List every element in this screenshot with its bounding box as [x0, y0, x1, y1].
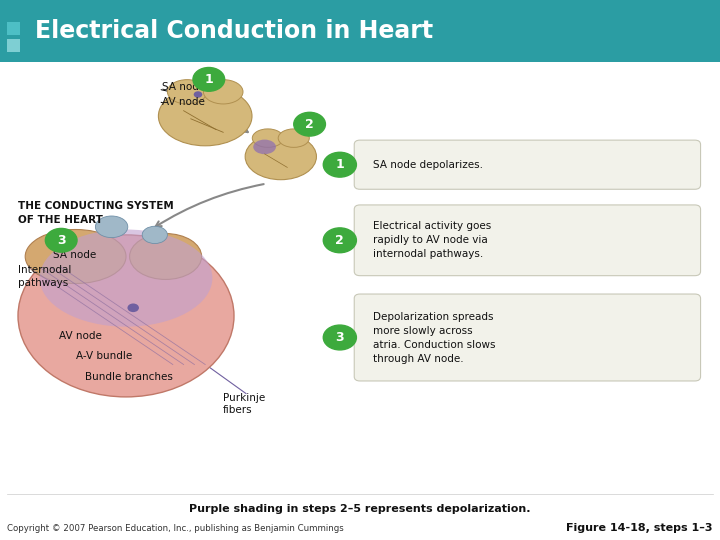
Text: 1: 1 — [204, 73, 213, 86]
Text: Purple shading in steps 2–5 represents depolarization.: Purple shading in steps 2–5 represents d… — [189, 504, 531, 514]
Text: Bundle branches: Bundle branches — [85, 372, 173, 382]
Ellipse shape — [252, 129, 284, 147]
Ellipse shape — [253, 139, 276, 154]
FancyBboxPatch shape — [354, 294, 701, 381]
Text: 2: 2 — [336, 234, 344, 247]
Bar — [0, 0, 720, 62]
FancyBboxPatch shape — [354, 140, 701, 190]
Text: 3: 3 — [336, 331, 344, 344]
Text: Electrical activity goes
rapidly to AV node via
internodal pathways.: Electrical activity goes rapidly to AV n… — [373, 221, 491, 259]
Ellipse shape — [40, 230, 212, 327]
Circle shape — [294, 112, 325, 136]
Ellipse shape — [203, 79, 243, 104]
Circle shape — [323, 325, 356, 350]
Circle shape — [323, 228, 356, 253]
Text: 3: 3 — [57, 234, 66, 247]
Ellipse shape — [167, 79, 207, 104]
Ellipse shape — [95, 216, 128, 238]
Text: Purkinje
fibers: Purkinje fibers — [223, 393, 266, 415]
Circle shape — [194, 91, 202, 98]
Ellipse shape — [278, 129, 310, 147]
Text: AV node: AV node — [59, 331, 102, 341]
Ellipse shape — [143, 226, 167, 244]
Text: SA node: SA node — [53, 251, 96, 260]
Text: 1: 1 — [336, 158, 344, 171]
Circle shape — [323, 152, 356, 177]
Text: Copyright © 2007 Pearson Education, Inc., publishing as Benjamin Cummings: Copyright © 2007 Pearson Education, Inc.… — [7, 524, 344, 532]
Ellipse shape — [25, 230, 126, 284]
Bar — [7, 22, 20, 35]
Text: Depolarization spreads
more slowly across
atria. Conduction slows
through AV nod: Depolarization spreads more slowly acros… — [373, 312, 495, 363]
Text: Figure 14-18, steps 1–3: Figure 14-18, steps 1–3 — [567, 523, 713, 533]
Circle shape — [193, 68, 225, 91]
Circle shape — [45, 228, 77, 252]
Circle shape — [127, 303, 139, 312]
Text: THE CONDUCTING SYSTEM
OF THE HEART: THE CONDUCTING SYSTEM OF THE HEART — [18, 201, 174, 225]
Bar — [7, 39, 20, 52]
FancyBboxPatch shape — [354, 205, 701, 275]
Text: A-V bundle: A-V bundle — [76, 352, 132, 361]
Text: AV node: AV node — [162, 97, 205, 106]
Text: Electrical Conduction in Heart: Electrical Conduction in Heart — [35, 19, 433, 43]
Ellipse shape — [18, 235, 234, 397]
Ellipse shape — [130, 233, 202, 280]
Text: SA node: SA node — [162, 83, 205, 92]
Ellipse shape — [245, 133, 317, 180]
Text: Internodal
pathways: Internodal pathways — [18, 265, 71, 288]
Text: 2: 2 — [305, 118, 314, 131]
Ellipse shape — [158, 86, 252, 146]
Text: SA node depolarizes.: SA node depolarizes. — [373, 160, 483, 170]
